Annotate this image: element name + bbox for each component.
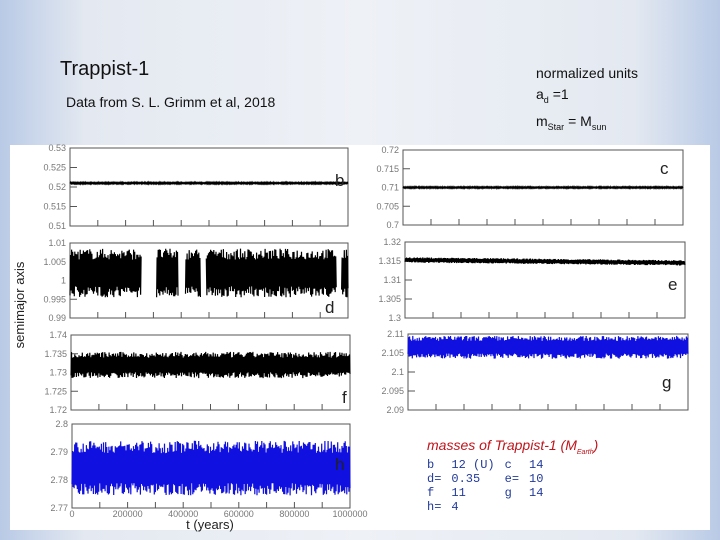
y-tick-label: 0.53: [48, 143, 66, 153]
units-a-symbol: a: [536, 86, 544, 102]
y-tick-label: 1.72: [49, 405, 67, 415]
planet-key: d=: [427, 471, 442, 486]
y-tick-label: 1.725: [44, 386, 67, 396]
panel-label-g: g: [662, 373, 671, 392]
panel-label-h: h: [335, 455, 344, 474]
y-tick-label: 0.72: [381, 145, 399, 155]
masses-row: d= 0.35 e= 10: [427, 472, 553, 486]
units-a: ad =1: [536, 84, 638, 111]
slide-title: Trappist-1: [60, 58, 150, 80]
masses-box: masses of Trappist-1 (MEarth) b 12 (U) c 14…: [427, 437, 598, 514]
masses-row: h= 4: [427, 500, 553, 514]
y-tick-label: 1.01: [48, 238, 66, 248]
panel-label-d: d: [325, 298, 334, 317]
y-tick-label: 1.005: [43, 257, 66, 267]
y-tick-label: 1.735: [44, 349, 67, 359]
planet-key: [505, 500, 529, 514]
planet-key: g: [504, 485, 512, 500]
y-tick-label: 1.315: [378, 256, 401, 266]
planet-mass: 11: [451, 485, 466, 500]
y-tick-label: 2.8: [55, 419, 68, 429]
x-tick-label: 200000: [113, 509, 143, 519]
masses-title-text: masses of Trappist-1 (M: [427, 437, 577, 453]
y-tick-label: 0.51: [48, 221, 66, 231]
y-tick-label: 0.705: [376, 201, 399, 211]
y-tick-label: 2.09: [386, 405, 404, 415]
y-tick-label: 1.32: [383, 237, 401, 247]
units-m-sub2: sun: [591, 121, 607, 132]
series-line-g: [407, 335, 689, 359]
x-axis-label: t (years): [186, 517, 234, 532]
y-tick-label: 1.3: [388, 313, 401, 323]
data-source: Data from S. L. Grimm et al, 2018: [66, 94, 276, 110]
planet-key: h=: [427, 499, 442, 514]
masses-row: b 12 (U) c 14: [427, 458, 553, 472]
series-line-b: [69, 180, 349, 186]
y-tick-label: 2.105: [381, 348, 404, 358]
panel-label-e: e: [668, 275, 677, 294]
planet-key: b: [427, 457, 435, 472]
y-tick-label: 1.73: [49, 368, 67, 378]
units-m-eq: = M: [564, 112, 592, 129]
x-tick-label: 600000: [224, 509, 254, 519]
masses-title: masses of Trappist-1 (MEarth): [427, 437, 598, 456]
series-line-e: [404, 257, 686, 266]
y-tick-label: 2.095: [381, 386, 404, 396]
y-tick-label: 2.78: [50, 475, 68, 485]
series-line-f: [70, 351, 351, 379]
y-tick-label: 0.525: [43, 163, 66, 173]
masses-table: b 12 (U) c 14 d= 0.35 e= 10 f 11 g 14 h= 4: [427, 458, 553, 514]
y-tick-label: 0.71: [381, 183, 399, 193]
units-note: normalized units ad =1 mStar = Msun: [536, 63, 638, 138]
plot-frame-e: [404, 241, 686, 319]
x-tick-label: 400000: [168, 509, 198, 519]
planet-mass: 4: [451, 499, 459, 514]
y-tick-label: 2.1: [391, 367, 404, 377]
units-a-sub: d: [543, 94, 549, 105]
units-m-sub: Star: [547, 121, 565, 132]
planet-mass: [529, 500, 553, 514]
x-tick-label: 1000000: [332, 509, 367, 519]
masses-row: f 11 g 14: [427, 486, 553, 500]
planet-mass: 14: [529, 457, 544, 472]
y-axis-label: semimajor axis: [12, 261, 27, 348]
y-tick-label: 0.99: [48, 313, 66, 323]
panel-label-f: f: [342, 388, 347, 407]
units-m-symbol: m: [536, 112, 548, 129]
masses-title-end: ): [593, 437, 599, 453]
y-tick-label: 1.31: [383, 275, 401, 285]
x-tick-label: 800000: [279, 509, 309, 519]
planet-key: f: [427, 485, 435, 500]
y-tick-label: 0.995: [43, 294, 66, 304]
y-tick-label: 0.715: [376, 164, 399, 174]
plot-frame-b: [69, 147, 349, 227]
y-tick-label: 1: [61, 276, 66, 286]
y-tick-label: 2.11: [387, 329, 404, 339]
planet-mass: 0.35: [451, 471, 481, 486]
y-tick-label: 2.77: [50, 503, 68, 513]
panel-label-c: c: [660, 159, 669, 178]
units-a-value: =1: [548, 86, 569, 102]
x-tick-label: 0: [69, 509, 74, 519]
planet-mass: 12 (U): [451, 457, 495, 472]
y-tick-label: 2.79: [50, 447, 68, 457]
y-tick-label: 0.7: [386, 220, 399, 230]
y-tick-label: 0.52: [48, 182, 66, 192]
panel-label-b: b: [335, 171, 344, 190]
series-line-h: [71, 440, 351, 496]
units-m: mStar = Msun: [536, 111, 638, 138]
planet-mass: 14: [529, 485, 544, 500]
series-line-c: [402, 185, 684, 190]
planet-key: c: [504, 457, 512, 472]
units-line: normalized units: [536, 65, 638, 81]
planet-key: e=: [504, 471, 520, 486]
masses-title-sub: Earth: [576, 448, 594, 456]
planet-mass: 10: [529, 471, 544, 486]
series-line-d: [69, 248, 349, 298]
y-tick-label: 0.515: [43, 202, 66, 212]
y-tick-label: 1.74: [49, 330, 67, 340]
y-tick-label: 1.305: [378, 294, 401, 304]
